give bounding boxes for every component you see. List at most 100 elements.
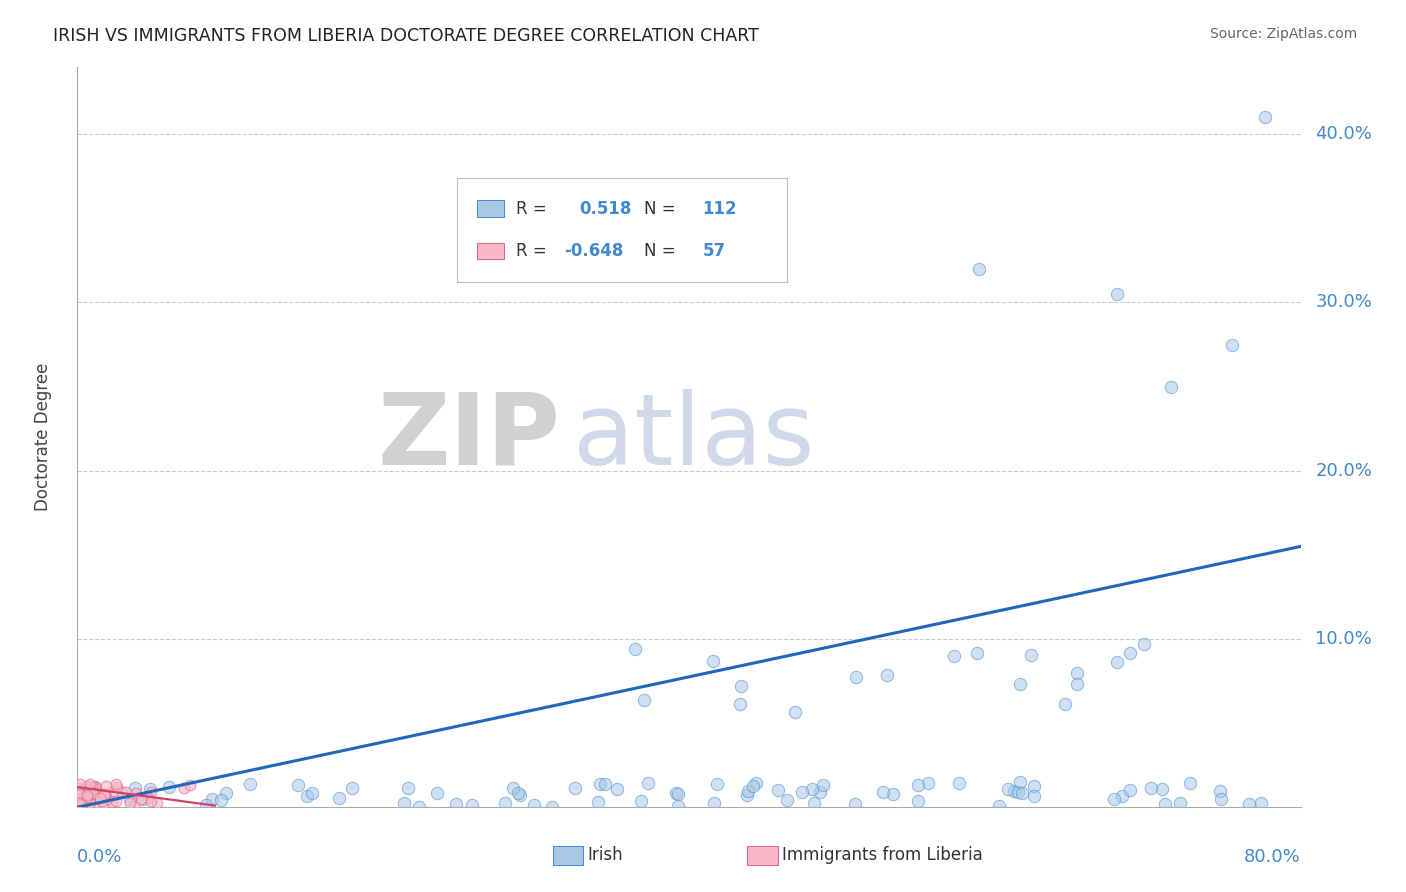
Point (502, 780, 524, 795)
Point (1254, 111, 1277, 125)
Point (737, 788, 759, 802)
Point (69, 787, 91, 801)
Point (120, 792, 142, 806)
Point (91, 793, 114, 807)
Point (1237, 797, 1260, 811)
Point (917, 776, 939, 790)
Point (125, 786, 148, 800)
Point (907, 794, 929, 808)
Point (67, 780, 90, 795)
Point (82, 780, 104, 794)
Point (1107, 287, 1129, 301)
Point (91, 799, 114, 814)
Text: R =: R = (516, 200, 553, 218)
Point (67, 796, 90, 810)
Point (844, 797, 866, 811)
Point (76, 793, 98, 807)
Text: R =: R = (516, 242, 553, 260)
Point (742, 779, 765, 793)
Point (1154, 797, 1177, 811)
Point (146, 796, 169, 810)
Point (730, 679, 752, 693)
Point (195, 797, 218, 812)
Point (1160, 379, 1182, 393)
Point (1209, 792, 1232, 806)
Point (1010, 775, 1032, 789)
Point (84, 780, 107, 795)
Point (111, 785, 134, 799)
Point (1024, 789, 1046, 803)
Text: 112: 112 (703, 200, 737, 218)
Point (1140, 780, 1163, 795)
Text: 40.0%: 40.0% (1315, 125, 1372, 144)
Point (179, 778, 201, 792)
Point (67, 781, 90, 796)
Point (392, 797, 415, 811)
Point (1054, 697, 1077, 711)
Text: -0.648: -0.648 (564, 242, 623, 260)
Point (328, 791, 350, 805)
Point (1019, 648, 1042, 662)
Text: 20.0%: 20.0% (1315, 462, 1372, 480)
Point (1011, 786, 1033, 800)
Point (67, 798, 90, 813)
FancyBboxPatch shape (457, 178, 787, 282)
Point (79, 796, 101, 810)
Point (703, 797, 725, 811)
Point (665, 786, 688, 800)
Point (595, 777, 617, 791)
Point (79, 791, 101, 805)
Point (76, 789, 98, 803)
Text: Irish: Irish (588, 847, 623, 864)
Point (426, 786, 449, 800)
Text: IRISH VS IMMIGRANTS FROM LIBERIA DOCTORATE DEGREE CORRELATION CHART: IRISH VS IMMIGRANTS FROM LIBERIA DOCTORA… (53, 27, 759, 45)
Point (79, 777, 101, 791)
Point (114, 785, 136, 799)
Point (132, 792, 155, 806)
Point (785, 705, 807, 719)
Point (728, 697, 751, 711)
Point (997, 782, 1019, 797)
Point (948, 775, 970, 789)
Point (77, 796, 100, 810)
Point (706, 777, 728, 791)
Point (75, 783, 97, 797)
Point (105, 777, 128, 791)
Point (287, 778, 309, 792)
Point (907, 778, 929, 792)
Point (776, 793, 799, 807)
Point (811, 778, 834, 792)
Point (1132, 637, 1154, 651)
Point (1209, 784, 1232, 798)
Point (67, 787, 90, 801)
Text: 0.0%: 0.0% (77, 848, 122, 866)
Point (83, 799, 105, 814)
Point (1010, 676, 1032, 690)
Point (73, 787, 96, 801)
Point (101, 795, 124, 809)
Point (79, 784, 101, 798)
Point (800, 782, 823, 797)
Point (666, 798, 689, 813)
Point (882, 787, 904, 801)
Point (494, 797, 516, 811)
Point (201, 792, 224, 806)
Point (96, 792, 118, 806)
Text: 80.0%: 80.0% (1244, 848, 1301, 866)
Point (215, 786, 238, 800)
Point (408, 800, 430, 814)
Point (70, 797, 93, 812)
Point (67, 783, 90, 797)
Point (93, 788, 115, 802)
Point (633, 693, 655, 707)
Point (942, 648, 965, 663)
Point (523, 798, 546, 813)
Point (588, 796, 610, 810)
Point (630, 794, 652, 808)
Point (82, 786, 104, 800)
Point (460, 798, 482, 813)
Point (508, 786, 530, 800)
Point (808, 785, 831, 799)
Point (173, 781, 195, 796)
Point (93, 788, 115, 802)
